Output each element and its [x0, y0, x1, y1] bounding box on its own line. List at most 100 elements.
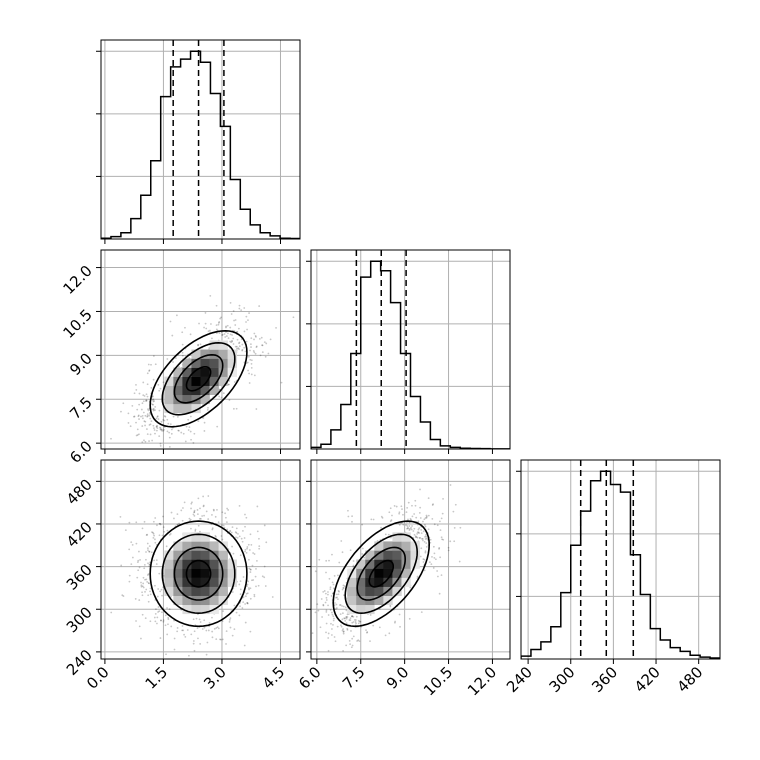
- density-cell: [218, 577, 228, 587]
- sample-point: [150, 551, 153, 554]
- sample-point: [187, 429, 190, 431]
- density-cell: [401, 532, 411, 542]
- density-cell: [200, 559, 210, 569]
- sample-point: [142, 400, 145, 403]
- sample-point: [144, 424, 146, 427]
- x-tick-label: 360: [588, 663, 621, 696]
- sample-point: [128, 574, 131, 577]
- sample-point: [236, 536, 239, 539]
- density-cell: [182, 385, 192, 396]
- sample-point: [263, 341, 266, 344]
- density-cell: [356, 604, 366, 615]
- sample-point: [236, 331, 239, 333]
- sample-point: [211, 630, 214, 633]
- sample-point: [357, 639, 360, 642]
- sample-point: [246, 328, 248, 331]
- sample-point: [141, 585, 144, 588]
- sample-point: [341, 618, 344, 621]
- density-cell: [218, 586, 228, 596]
- sample-point: [236, 338, 239, 341]
- sample-point: [389, 605, 392, 608]
- density-cell: [365, 568, 375, 578]
- sample-point: [136, 576, 139, 579]
- sample-point: [175, 314, 178, 317]
- sample-point: [166, 607, 168, 609]
- density-cell: [191, 586, 201, 596]
- sample-point: [193, 511, 196, 513]
- sample-point: [110, 611, 113, 614]
- sample-point: [331, 553, 333, 556]
- sample-point: [221, 620, 224, 622]
- sample-point: [400, 505, 403, 508]
- sample-point: [140, 581, 142, 584]
- sample-point: [199, 643, 202, 645]
- sample-point: [352, 621, 355, 623]
- sample-point: [235, 407, 238, 410]
- sample-point: [398, 512, 401, 515]
- sample-point: [150, 386, 153, 389]
- sample-point: [423, 569, 426, 572]
- density-cell: [191, 532, 201, 542]
- sample-point: [128, 580, 131, 583]
- sample-point: [152, 398, 155, 401]
- sample-point: [235, 536, 237, 539]
- sample-point: [159, 523, 162, 526]
- sample-point: [253, 351, 256, 354]
- sample-point: [425, 542, 428, 545]
- sample-point: [182, 507, 184, 509]
- sample-point: [338, 590, 340, 593]
- sample-point: [221, 638, 224, 641]
- sample-point: [140, 408, 143, 411]
- sample-point: [228, 399, 231, 401]
- sample-point: [342, 628, 344, 630]
- sample-point: [148, 565, 151, 568]
- sample-point: [247, 369, 249, 372]
- sample-point: [182, 432, 185, 435]
- sample-point: [327, 637, 330, 639]
- density-cell: [200, 604, 210, 615]
- density-cell: [191, 358, 201, 368]
- sample-point: [157, 383, 160, 386]
- sample-point: [424, 517, 427, 519]
- sample-point: [145, 399, 148, 402]
- sample-point: [146, 414, 149, 417]
- sample-point: [423, 523, 426, 526]
- density-cell: [374, 577, 384, 587]
- sample-point: [258, 537, 260, 540]
- contour-line: [161, 533, 236, 615]
- sample-point: [389, 507, 392, 510]
- sample-point: [140, 585, 143, 588]
- sample-point: [427, 497, 430, 500]
- sample-point: [137, 414, 140, 417]
- y-tick-label: 6.0: [66, 437, 96, 467]
- sample-point: [449, 484, 452, 486]
- sample-point: [424, 534, 427, 536]
- sample-point: [159, 442, 162, 445]
- sample-point: [317, 609, 320, 612]
- sample-point: [253, 338, 255, 341]
- sample-point: [411, 525, 413, 527]
- sample-point: [420, 547, 423, 550]
- density-cell: [374, 595, 384, 606]
- sample-point: [156, 425, 159, 427]
- sample-point: [439, 529, 442, 531]
- y-tick-label: 360: [63, 561, 96, 594]
- sample-point: [349, 549, 352, 552]
- sample-point: [330, 634, 333, 636]
- sample-point: [333, 587, 335, 590]
- sample-point: [251, 564, 254, 567]
- sample-point: [211, 636, 214, 639]
- sample-point: [335, 607, 338, 609]
- sample-point: [187, 418, 190, 421]
- sample-point: [138, 392, 141, 395]
- sample-point: [264, 355, 267, 358]
- contour-line: [173, 546, 224, 601]
- sample-point: [227, 383, 230, 386]
- sample-point: [249, 587, 252, 590]
- sample-point: [218, 332, 221, 335]
- sample-point: [255, 408, 258, 410]
- sample-point: [361, 553, 364, 555]
- density-cell: [191, 367, 201, 377]
- sample-point: [332, 583, 335, 586]
- sample-point: [225, 335, 228, 337]
